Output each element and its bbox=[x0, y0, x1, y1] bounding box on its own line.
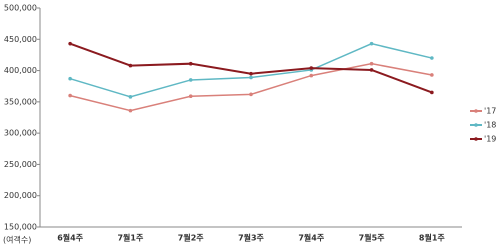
y-tick-label: 200,000 bbox=[4, 191, 37, 200]
series-line bbox=[69, 62, 432, 112]
data-point bbox=[68, 76, 72, 81]
data-point bbox=[188, 78, 193, 82]
data-point bbox=[369, 68, 374, 72]
data-point bbox=[369, 61, 374, 66]
y-tick-label: 350,000 bbox=[4, 97, 37, 106]
series-line bbox=[69, 42, 433, 98]
data-point bbox=[128, 95, 133, 99]
series-line bbox=[69, 42, 433, 94]
data-point bbox=[128, 63, 133, 68]
legend-marker bbox=[474, 109, 478, 113]
legend-label: '17 bbox=[484, 107, 496, 116]
x-tick-label: 7월3주 bbox=[238, 233, 264, 243]
legend-marker bbox=[474, 137, 478, 141]
y-axis-label: (여객수) bbox=[3, 235, 31, 245]
data-point bbox=[430, 56, 434, 60]
x-tick-label: 6월4주 bbox=[57, 233, 83, 243]
data-point bbox=[68, 41, 72, 46]
y-tick-label: 500,000 bbox=[4, 4, 37, 13]
legend-label: '19 bbox=[484, 135, 496, 144]
data-point bbox=[249, 92, 253, 97]
x-tick-label: 7월4주 bbox=[298, 233, 324, 243]
data-point bbox=[430, 90, 434, 95]
x-tick-label: 7월5주 bbox=[359, 233, 385, 243]
y-tick-label: 150,000 bbox=[4, 223, 37, 232]
data-point bbox=[309, 73, 314, 78]
legend-marker bbox=[474, 123, 478, 127]
y-tick-label: 300,000 bbox=[4, 129, 37, 138]
data-point bbox=[249, 71, 253, 76]
data-point bbox=[188, 61, 193, 66]
x-tick-label: 7월1주 bbox=[117, 233, 143, 243]
x-tick-label: 7월2주 bbox=[178, 233, 204, 243]
data-point bbox=[430, 73, 434, 77]
data-point bbox=[249, 75, 253, 80]
data-point bbox=[188, 94, 193, 99]
x-tick-label: 8월1주 bbox=[419, 233, 445, 243]
y-tick-label: 250,000 bbox=[4, 160, 37, 169]
data-point bbox=[369, 41, 374, 46]
y-tick-label: 450,000 bbox=[4, 35, 37, 44]
data-point bbox=[309, 66, 314, 70]
data-point bbox=[128, 108, 133, 113]
data-point bbox=[68, 93, 72, 98]
y-tick-label: 400,000 bbox=[4, 66, 37, 75]
legend-label: '18 bbox=[484, 121, 496, 130]
